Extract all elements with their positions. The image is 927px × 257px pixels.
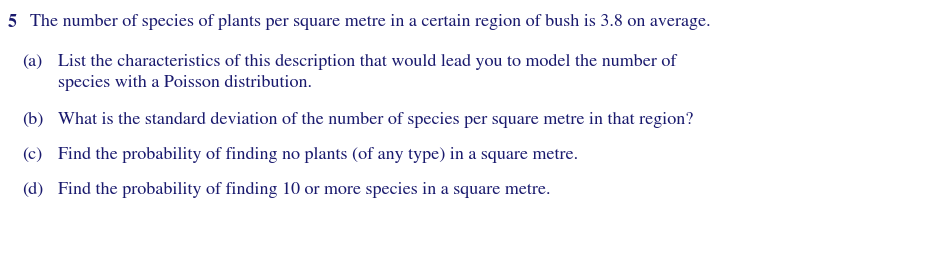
Text: (d): (d) (22, 182, 44, 198)
Text: 5: 5 (8, 14, 17, 31)
Text: species with a Poisson distribution.: species with a Poisson distribution. (57, 75, 311, 91)
Text: (a): (a) (22, 54, 43, 70)
Text: The number of species of plants per square metre in a certain region of bush is : The number of species of plants per squa… (30, 14, 710, 30)
Text: (b): (b) (22, 112, 44, 128)
Text: (c): (c) (22, 147, 43, 163)
Text: Find the probability of finding 10 or more species in a square metre.: Find the probability of finding 10 or mo… (57, 182, 550, 198)
Text: What is the standard deviation of the number of species per square metre in that: What is the standard deviation of the nu… (57, 112, 692, 128)
Text: List the characteristics of this description that would lead you to model the nu: List the characteristics of this descrip… (57, 54, 676, 70)
Text: Find the probability of finding no plants (of any type) in a square metre.: Find the probability of finding no plant… (57, 147, 578, 163)
